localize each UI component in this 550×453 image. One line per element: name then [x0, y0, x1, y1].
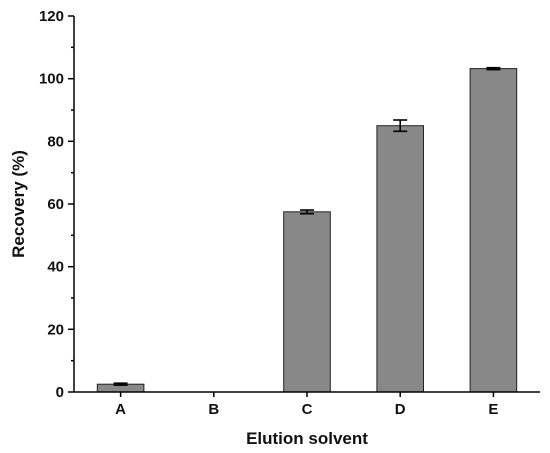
y-tick-label-60: 60 [47, 196, 64, 213]
y-tick-label-100: 100 [39, 71, 64, 88]
x-tick-label-C: C [302, 401, 313, 418]
x-tick-label-D: D [395, 401, 406, 418]
y-ticks-group: 0 20 40 60 80 100 120 [39, 8, 74, 401]
y-tick-label-40: 40 [47, 259, 64, 276]
y-tick-label-20: 20 [47, 321, 64, 338]
bar-C [283, 211, 331, 393]
x-axis-title: Elution solvent [246, 429, 368, 448]
bar-E [469, 68, 518, 393]
y-axis-title: Recovery (%) [9, 150, 28, 258]
x-tick-label-E: E [488, 401, 498, 418]
y-tick-label-80: 80 [47, 133, 64, 150]
x-ticks-group: A B C D E [115, 392, 498, 418]
y-tick-label-0: 0 [56, 384, 64, 401]
y-tick-label-120: 120 [39, 8, 64, 25]
x-tick-label-B: B [208, 401, 219, 418]
bars-group [96, 68, 518, 393]
x-tick-label-A: A [115, 401, 126, 418]
error-bars-group [113, 66, 501, 386]
bar-D [376, 125, 424, 393]
